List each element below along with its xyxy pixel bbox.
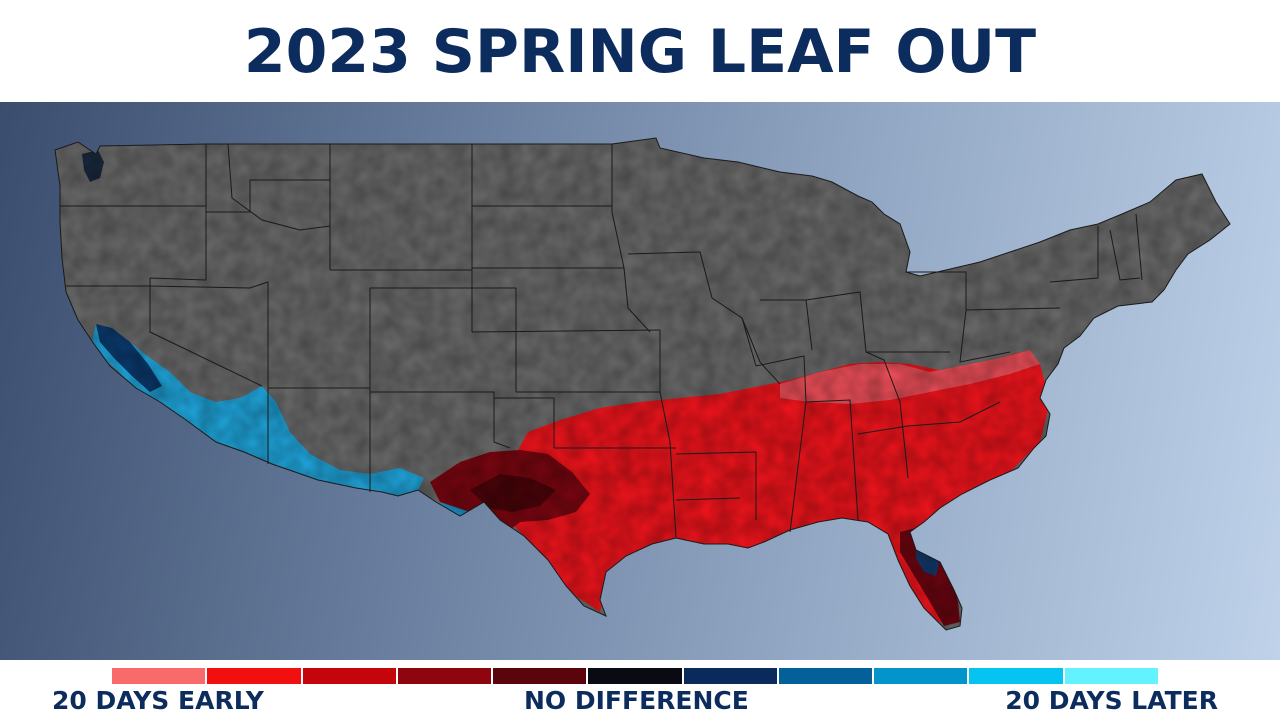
map-panel xyxy=(0,102,1280,660)
us-map xyxy=(54,137,1231,631)
legend-left-label: 20 DAYS EARLY xyxy=(52,686,264,715)
legend-swatch-3 xyxy=(397,668,492,684)
legend-color-bar xyxy=(112,668,1158,684)
legend-swatch-4 xyxy=(493,668,587,684)
title-bar: 2023 SPRING LEAF OUT xyxy=(0,0,1280,102)
legend: 20 DAYS EARLY NO DIFFERENCE 20 DAYS LATE… xyxy=(0,660,1280,720)
legend-swatch-9 xyxy=(969,668,1063,684)
state-borders xyxy=(54,137,1231,631)
terrain-texture xyxy=(55,138,1230,630)
legend-swatch-1 xyxy=(207,668,301,684)
leaf-out-overlay xyxy=(55,138,1230,630)
legend-swatch-7 xyxy=(778,668,873,684)
legend-swatch-10 xyxy=(1064,668,1158,684)
legend-swatch-8 xyxy=(874,668,968,684)
legend-swatch-0 xyxy=(112,668,206,684)
page-title: 2023 SPRING LEAF OUT xyxy=(243,17,1037,87)
legend-center-label: NO DIFFERENCE xyxy=(524,686,749,715)
legend-swatch-6 xyxy=(683,668,777,684)
legend-swatch-2 xyxy=(302,668,396,684)
legend-right-label: 20 DAYS LATER xyxy=(1005,686,1218,715)
legend-swatch-5 xyxy=(588,668,682,684)
